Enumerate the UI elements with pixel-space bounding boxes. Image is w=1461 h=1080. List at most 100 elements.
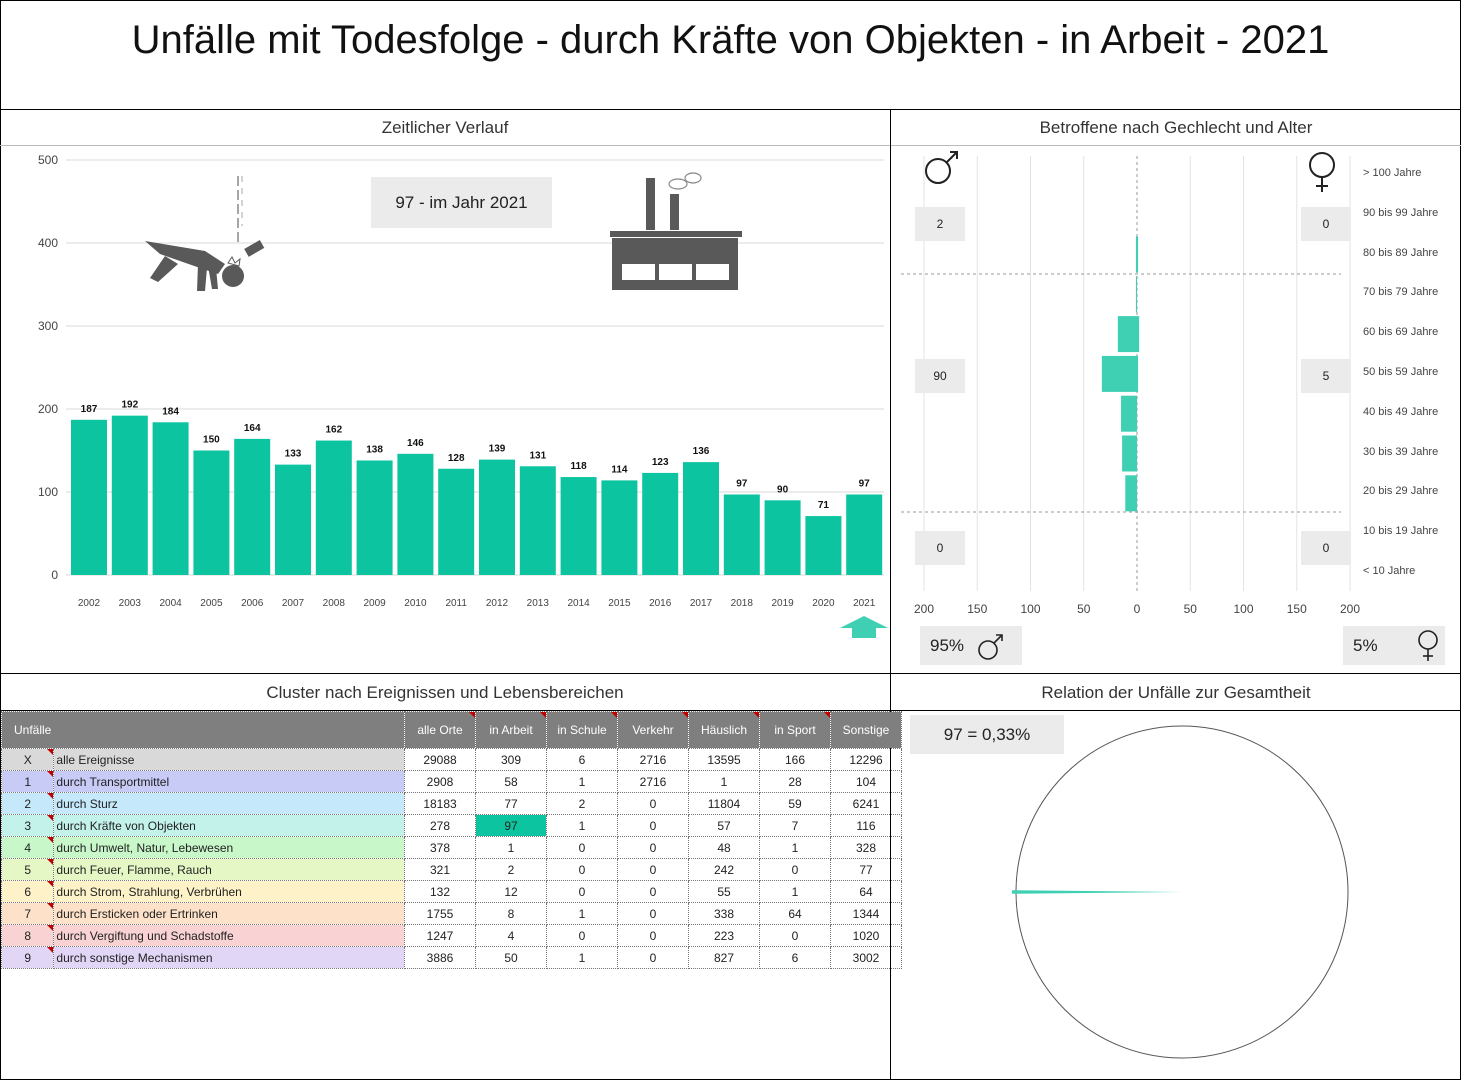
table-cell: 0 [617, 880, 689, 903]
x-tick-label: 2017 [690, 598, 713, 609]
table-cell: 28 [759, 770, 831, 793]
up-arrow-icon [840, 616, 888, 638]
bar-2013 [519, 466, 556, 575]
divider [0, 673, 1461, 674]
x-tick-label: 2003 [119, 598, 142, 609]
row-id: 4 [0, 836, 55, 859]
table-cell: 1 [688, 770, 760, 793]
table-cell: 0 [546, 880, 618, 903]
table-cell: 7 [759, 814, 831, 837]
female-share-box: 5% [1343, 626, 1445, 665]
table-cell: 1344 [830, 902, 902, 925]
x-tick-label: 2019 [771, 598, 794, 609]
row-label: durch sonstige Mechanismen [53, 946, 405, 969]
table-cell: 1247 [404, 924, 476, 947]
table-cell: 13595 [688, 748, 760, 771]
x-tick-label: 2008 [323, 598, 346, 609]
column-label: Häuslich [700, 723, 748, 737]
divider [890, 109, 891, 1079]
table-cell: 242 [688, 858, 760, 881]
table-row: 3 durch Kräfte von Objekten 278 97 1 0 57 7 116 [0, 814, 902, 837]
table-row: 5 durch Feuer, Flamme, Rauch 321 2 0 0 242 0 77 [0, 858, 902, 881]
table-cell: 0 [759, 924, 831, 947]
table-cell: 2716 [617, 748, 689, 771]
x-tick-label: 2021 [853, 598, 876, 609]
table-cell: 328 [830, 836, 902, 859]
table-cell: 1 [759, 880, 831, 903]
age-group-label: 40 bis 49 Jahre [1363, 405, 1439, 418]
x-tick-label: 2014 [567, 598, 590, 609]
x-tick-label: 2005 [200, 598, 223, 609]
table-cell: 64 [830, 880, 902, 903]
relation-pie-chart [1012, 725, 1349, 1059]
table-row: 6 durch Strom, Strahlung, Verbrühen 132 12 0… [0, 880, 902, 903]
bar-2006 [234, 438, 271, 575]
x-tick-label: 2009 [363, 598, 386, 609]
data-label: 146 [407, 438, 424, 449]
data-label: 97 [736, 478, 748, 489]
table-cell: 104 [830, 770, 902, 793]
table-cell: 309 [475, 748, 547, 771]
age-group-label: < 10 Jahre [1363, 565, 1416, 577]
x-tick-label: 2015 [608, 598, 631, 609]
table-cell: 0 [546, 858, 618, 881]
table-cell: 2908 [404, 770, 476, 793]
falling-person-icon [145, 176, 265, 291]
table-cell: 3886 [404, 946, 476, 969]
column-label: in Schule [557, 723, 607, 737]
bar-2010 [397, 453, 434, 575]
table-header-cell: Verkehr [617, 711, 689, 749]
table-cell: 0 [617, 924, 689, 947]
data-label: 114 [611, 464, 628, 475]
row-label: durch Strom, Strahlung, Verbrühen [53, 880, 405, 903]
table-cell: 1 [546, 902, 618, 925]
table-cell: 11804 [688, 792, 760, 815]
data-label: 90 [777, 484, 789, 495]
data-label: 187 [81, 404, 98, 415]
bar-2004 [152, 422, 189, 575]
row-label: alle Ereignisse [53, 748, 405, 771]
column-label: alle Orte [417, 723, 463, 737]
row-label: durch Feuer, Flamme, Rauch [53, 858, 405, 881]
row-id: 1 [0, 770, 55, 793]
x-tick-label: 2010 [404, 598, 427, 609]
section-title-timeline: Zeitlicher Verlauf [381, 118, 509, 137]
table-cell: 1 [546, 814, 618, 837]
table-cell: 12 [475, 880, 547, 903]
table-cell: 12296 [830, 748, 902, 771]
table-cell: 0 [546, 924, 618, 947]
age-group-label: 30 bis 39 Jahre [1363, 445, 1439, 458]
male-count-box: 90 [915, 359, 965, 393]
male-count-box: 2 [915, 207, 965, 241]
data-label: 184 [162, 406, 179, 417]
table-cell: 29088 [404, 748, 476, 771]
divider [0, 145, 1461, 146]
age-group-label: 60 bis 69 Jahre [1363, 326, 1439, 339]
male-symbol-icon [925, 151, 958, 184]
bar-2014 [560, 477, 597, 575]
bar-2007 [275, 464, 311, 575]
female-bar [1137, 236, 1139, 273]
data-label: 136 [693, 446, 710, 457]
table-cell: 0 [546, 836, 618, 859]
male-symbol-icon [978, 633, 1003, 660]
male-bar [1121, 395, 1137, 432]
female-symbol-icon [1309, 152, 1335, 192]
row-id: 8 [0, 924, 55, 947]
column-label: Verkehr [632, 723, 674, 737]
table-cell: 59 [759, 792, 831, 815]
male-bar [1101, 355, 1137, 392]
divider [0, 710, 1461, 711]
data-label: 133 [285, 449, 302, 460]
bar-2020 [805, 516, 842, 575]
data-label: 118 [571, 461, 588, 472]
header-label: Unfälle [14, 723, 52, 737]
table-cell: 0 [759, 858, 831, 881]
pyramid-x-tick-label: 200 [913, 602, 935, 616]
female-count-box: 0 [1301, 531, 1351, 565]
female-count-box: 5 [1301, 359, 1351, 393]
pyramid-x-tick-label: 100 [1233, 602, 1254, 616]
age-group-label: 80 bis 89 Jahre [1363, 246, 1439, 259]
male-share-box: 95% [920, 626, 1022, 665]
table-row: 1 durch Transportmittel 2908 58 1 2716 1 28 104 [0, 770, 902, 793]
